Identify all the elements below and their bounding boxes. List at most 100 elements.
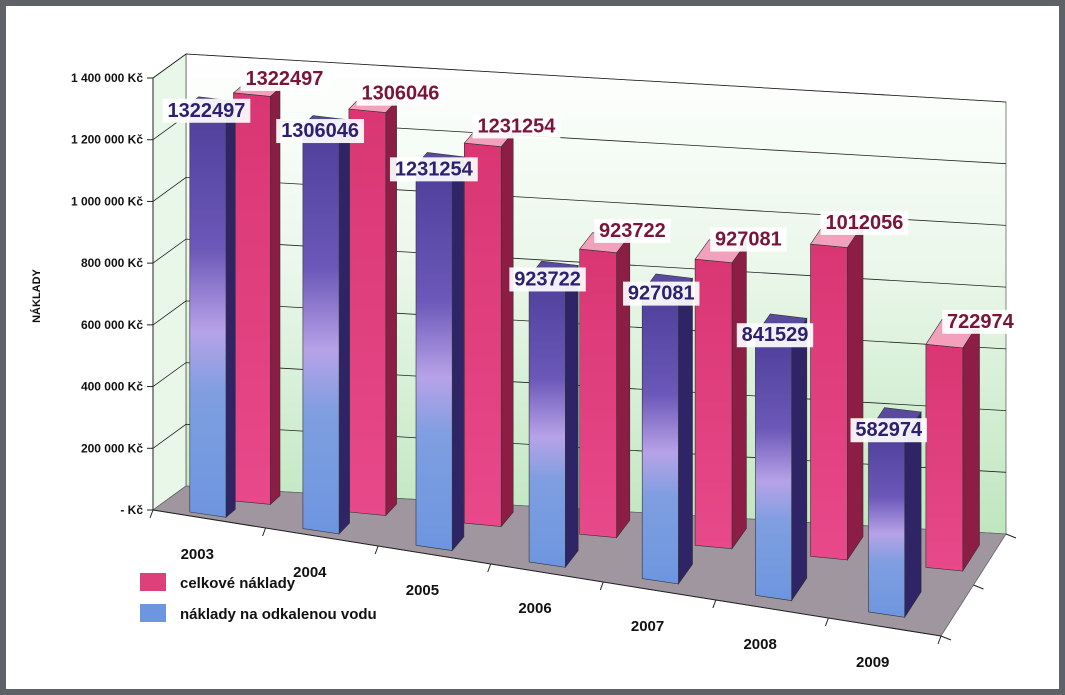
y-tick-label: 200 000 Kč (81, 441, 143, 455)
x-tick-label: 2005 (406, 582, 439, 599)
y-tick-label: 400 000 Kč (81, 380, 143, 394)
bar-voda-front (415, 164, 453, 551)
bar-voda-front (868, 431, 906, 618)
bar-celkove-front (694, 258, 733, 550)
data-label-voda-text: 1231254 (395, 158, 474, 180)
bar-voda (528, 260, 579, 569)
bar-voda-side (791, 317, 808, 602)
depth-tick (973, 584, 984, 590)
chart-canvas: - Kč 200 000 Kč 400 000 Kč 600 000 Kč 800 00… (30, 53, 1019, 671)
data-label-celkove-bg (942, 309, 1019, 334)
data-label-celkove: 722974 (942, 309, 1019, 334)
data-label-celkove-bg (820, 210, 909, 235)
data-label-celkove-text: 923722 (599, 220, 666, 242)
bar-voda (302, 115, 351, 535)
x-tick (262, 527, 267, 537)
bar-voda-front (641, 292, 679, 585)
data-label-celkove-text: 1012056 (825, 212, 903, 234)
data-label-voda-bg (276, 119, 365, 144)
bar-voda (189, 96, 237, 518)
bar-voda-side (904, 410, 922, 619)
bar-celkove (925, 318, 981, 573)
x-tick-label: 2008 (743, 636, 776, 653)
bar-voda-side (564, 264, 579, 569)
x-axis-line (152, 509, 942, 637)
data-label-voda: 1306046 (276, 119, 365, 144)
y-tick-label: 800 000 Kč (81, 256, 143, 270)
bar-celkove-side (731, 241, 747, 550)
data-label-voda: 1231254 (389, 157, 478, 182)
bar-voda-front (528, 276, 566, 568)
data-label-voda-bg (736, 323, 814, 348)
gridline (152, 53, 1007, 103)
data-label-voda-bg (162, 98, 251, 123)
y-axis: - Kč 200 000 Kč 400 000 Kč 600 000 Kč 800 00… (71, 71, 154, 517)
x-tick-label: 2004 (293, 564, 327, 581)
x-tick (712, 599, 717, 609)
y-axis-title: NÁKLADY (30, 268, 43, 322)
y-tick-label: 1 000 000 Kč (71, 194, 143, 208)
data-label-voda: 923722 (509, 267, 586, 292)
bar-voda-front (755, 335, 792, 601)
bar-celkove-front (463, 142, 502, 527)
x-tick-label: 2009 (856, 654, 889, 671)
data-label-voda-text: 841529 (742, 324, 809, 346)
data-label-voda: 927081 (623, 281, 700, 306)
data-label-celkove-bg (356, 81, 445, 106)
data-label-celkove-bg (710, 227, 787, 252)
data-labels: 1322497 1306046 1231254 923722 927081 1012056… (162, 66, 1019, 443)
gridline (152, 176, 1007, 226)
x-tick (487, 563, 492, 573)
bar-voda-front (302, 125, 340, 535)
bar-celkove (463, 129, 514, 528)
data-label-celkove: 1012056 (820, 210, 909, 235)
y-tick-label: 1 200 000 Kč (71, 133, 143, 147)
data-label-celkove: 927081 (710, 227, 787, 252)
data-label-celkove-text: 1306046 (361, 83, 439, 105)
x-tick (149, 509, 154, 519)
bar-celkove-front (348, 108, 387, 516)
bar-celkove-side (270, 87, 281, 506)
data-label-celkove-bg (594, 218, 671, 243)
data-label-voda-text: 927081 (628, 283, 695, 305)
data-label-celkove-text: 927081 (715, 229, 782, 251)
bar-celkove-front (925, 343, 964, 572)
bar-voda-side (225, 100, 236, 518)
bar-voda-side (678, 277, 693, 585)
data-label-voda: 841529 (736, 323, 814, 348)
depth-tick (940, 635, 952, 641)
data-label-celkove: 923722 (594, 218, 671, 243)
x-tick-label: 2006 (518, 600, 551, 617)
x-axis: 2003 2004 2005 2006 2007 2008 2009 (149, 509, 1017, 671)
x-tick-label: 2003 (181, 546, 214, 563)
data-label-celkove-bg (472, 114, 561, 139)
data-label-voda-bg (850, 418, 927, 443)
legend-label-celkove: celkové náklady (180, 575, 296, 592)
x-tick (824, 617, 829, 627)
bar-celkove-side (962, 320, 980, 573)
data-label-celkove-text: 1231254 (477, 115, 556, 137)
y-tick-label: 600 000 Kč (81, 318, 143, 332)
bar-celkove-side (616, 234, 631, 539)
legend-swatch-voda (140, 604, 166, 622)
bar-celkove-side (847, 223, 864, 561)
data-label-celkove-bg (240, 66, 329, 91)
bar-celkove-side (500, 131, 514, 528)
data-label-celkove: 1231254 (472, 114, 561, 139)
bar-celkove-front (233, 92, 271, 505)
data-label-voda-text: 1322497 (167, 100, 245, 122)
bar-celkove-front (579, 248, 617, 539)
legend: celkové náklady náklady na odkalenou vod… (140, 573, 377, 623)
data-label-voda: 1322497 (162, 98, 251, 123)
y-tick-label: 1 400 000 Kč (71, 71, 143, 85)
bars (189, 84, 981, 619)
x-tick (937, 635, 942, 645)
bar-voda (415, 152, 465, 552)
bar-celkove (579, 232, 631, 539)
data-label-voda-bg (623, 281, 700, 306)
x-tick-label: 2007 (631, 618, 664, 635)
depth-tick (1005, 533, 1017, 539)
bar-celkove (232, 84, 281, 506)
data-label-voda-text: 1306046 (281, 120, 359, 142)
data-label-voda-bg (389, 157, 478, 182)
